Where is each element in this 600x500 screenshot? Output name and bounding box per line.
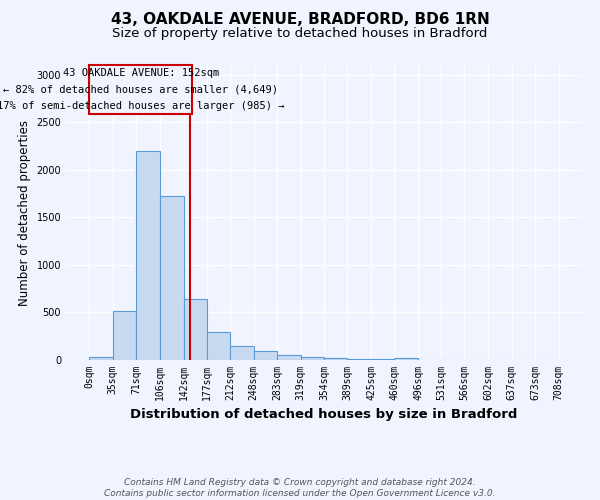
Bar [277, 355, 301, 360]
Bar [371, 359, 394, 360]
Bar [89, 65, 192, 114]
Bar [301, 357, 324, 360]
X-axis label: Distribution of detached houses by size in Bradford: Distribution of detached houses by size … [130, 408, 518, 422]
Bar [136, 150, 160, 360]
Text: Size of property relative to detached houses in Bradford: Size of property relative to detached ho… [112, 28, 488, 40]
Bar [230, 346, 254, 360]
Bar [347, 358, 371, 360]
Bar [184, 299, 207, 360]
Text: 43, OAKDALE AVENUE, BRADFORD, BD6 1RN: 43, OAKDALE AVENUE, BRADFORD, BD6 1RN [110, 12, 490, 28]
Text: 43 OAKDALE AVENUE: 152sqm: 43 OAKDALE AVENUE: 152sqm [62, 68, 219, 78]
Text: 17% of semi-detached houses are larger (985) →: 17% of semi-detached houses are larger (… [0, 101, 284, 111]
Bar [113, 310, 136, 360]
Bar [254, 352, 277, 360]
Bar [89, 357, 113, 360]
Text: Contains HM Land Registry data © Crown copyright and database right 2024.
Contai: Contains HM Land Registry data © Crown c… [104, 478, 496, 498]
Text: ← 82% of detached houses are smaller (4,649): ← 82% of detached houses are smaller (4,… [4, 84, 278, 94]
Bar [394, 358, 418, 360]
Bar [207, 332, 230, 360]
Bar [160, 196, 184, 360]
Bar [324, 358, 347, 360]
Y-axis label: Number of detached properties: Number of detached properties [18, 120, 31, 306]
